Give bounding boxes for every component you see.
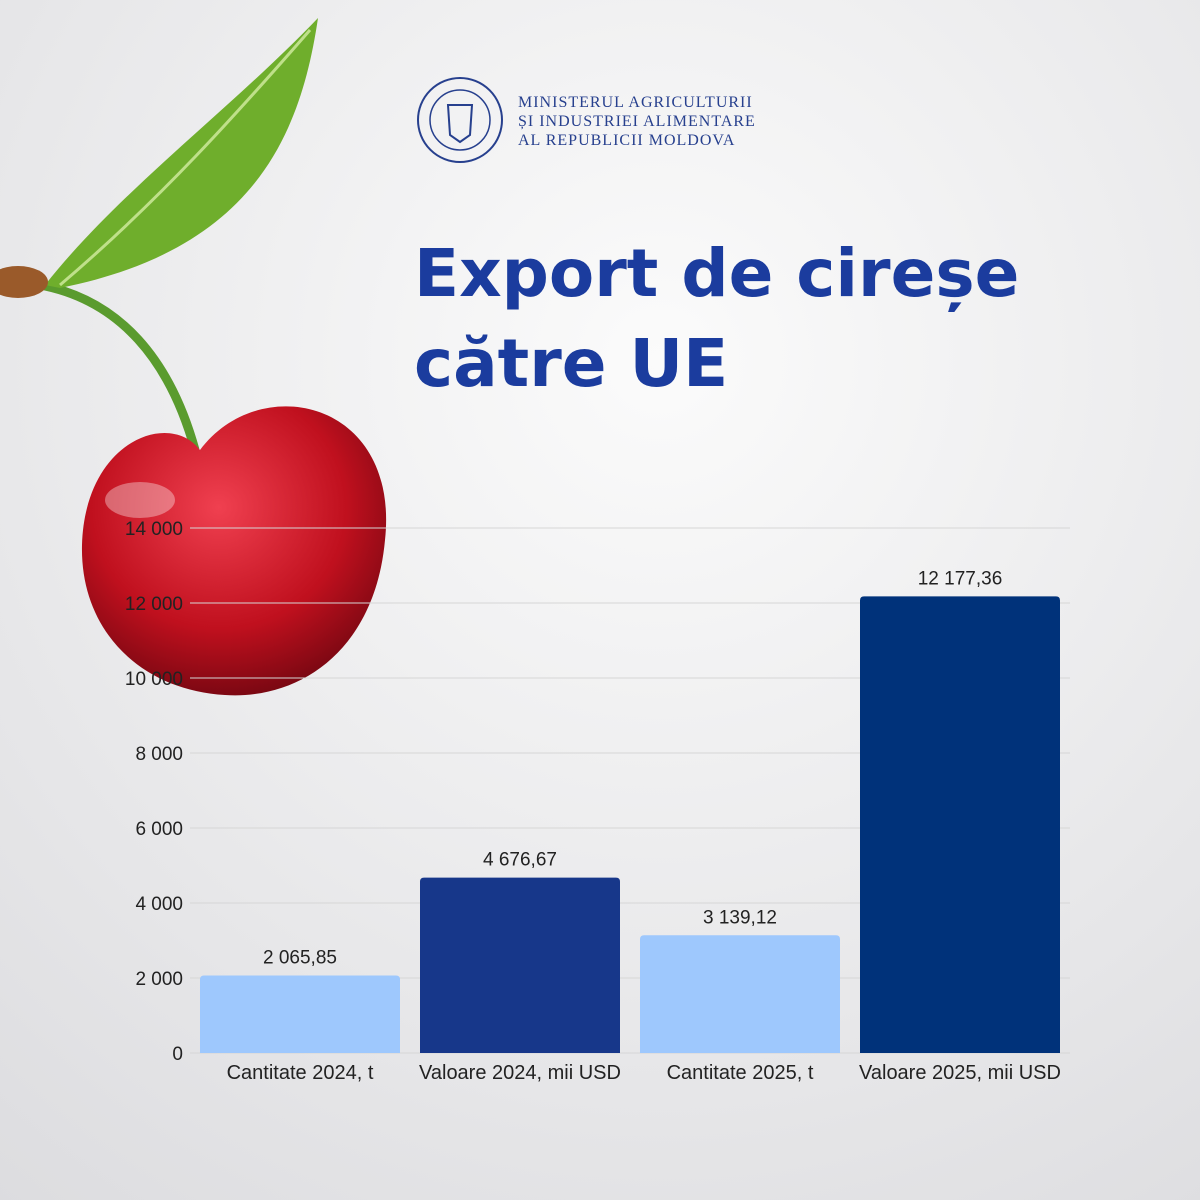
bar: [860, 596, 1060, 1053]
bar: [200, 975, 400, 1053]
ministry-emblem: [417, 77, 503, 163]
ministry-line: ȘI INDUSTRIEI ALIMENTARE: [518, 113, 756, 130]
y-tick-label: 14 000: [125, 519, 183, 540]
y-tick-label: 4 000: [135, 894, 183, 915]
y-tick-label: 10 000: [125, 669, 183, 690]
cherry-illustration: [0, 18, 387, 696]
y-tick-label: 6 000: [135, 819, 183, 840]
x-tick-label: Cantitate 2025, t: [667, 1062, 814, 1084]
value-label: 3 139,12: [703, 907, 777, 928]
chart-title: Export de cireșe: [414, 235, 1019, 312]
x-tick-label: Valoare 2024, mii USD: [419, 1062, 621, 1084]
ministry-line: AL REPUBLICII MOLDOVA: [518, 132, 735, 149]
bar: [420, 877, 620, 1053]
chart-title: către UE: [414, 325, 728, 402]
ministry-line: MINISTERUL AGRICULTURII: [518, 94, 753, 111]
value-label: 12 177,36: [918, 568, 1003, 589]
value-label: 2 065,85: [263, 948, 337, 969]
bar: [640, 935, 840, 1053]
y-tick-label: 0: [172, 1044, 183, 1065]
y-tick-label: 2 000: [135, 969, 183, 990]
y-tick-label: 12 000: [125, 594, 183, 615]
value-label: 4 676,67: [483, 850, 557, 871]
y-tick-label: 8 000: [135, 744, 183, 765]
x-tick-label: Valoare 2025, mii USD: [859, 1062, 1061, 1084]
x-tick-label: Cantitate 2024, t: [227, 1062, 374, 1084]
